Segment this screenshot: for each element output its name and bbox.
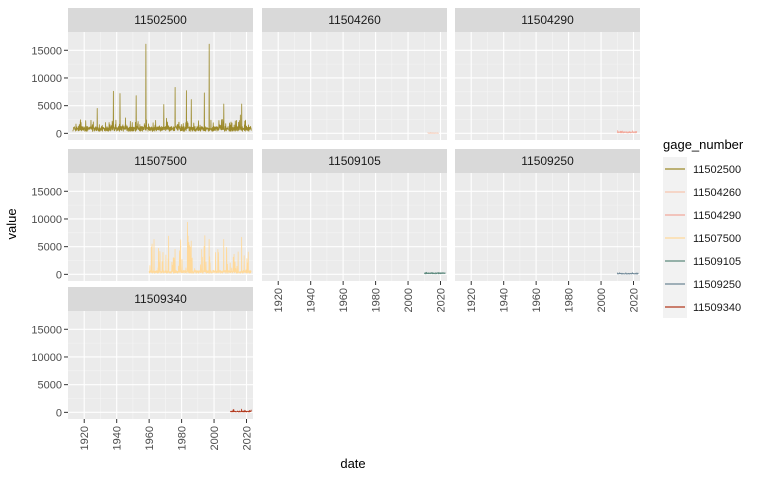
y-tick-label: 5000 (38, 101, 62, 113)
panel-background (262, 32, 447, 140)
facet-strip (262, 8, 447, 32)
x-tick-label: 1960 (144, 426, 156, 450)
legend-label: 11507500 (693, 233, 741, 245)
x-tick-label: 2020 (629, 288, 641, 312)
legend-label: 11509340 (693, 302, 741, 314)
y-tick-label: 0 (56, 128, 62, 140)
facet-panels: 11502500 11504260 11504290 11507500 11509105… (68, 8, 640, 419)
x-axes: 1920 1940 1960 1980 2000 2020 1920 1940 1960 1980… (79, 281, 641, 450)
facet-strip-label: 11509340 (134, 292, 187, 306)
x-tick-label: 1960 (338, 288, 350, 312)
x-tick-label: 1940 (499, 288, 511, 312)
facet-panel-11507500: 11507500 (68, 149, 253, 281)
y-tick-label: 0 (56, 269, 62, 281)
x-tick-label: 1960 (531, 288, 543, 312)
x-tick-label: 1920 (273, 288, 285, 312)
y-tick-label: 0 (56, 407, 62, 419)
facet-strip-label: 11502500 (134, 13, 187, 27)
y-tick-label: 15000 (31, 324, 62, 336)
y-tick-label: 10000 (31, 73, 62, 85)
facet-panel-11504290: 11504290 (455, 8, 640, 140)
x-tick-label: 2020 (242, 426, 254, 450)
y-axes: 0 5000 10000 15000 0 5000 10000 15000 0 5000 10000… (31, 45, 68, 419)
facet-strip-label: 11509105 (328, 154, 381, 168)
x-tick-label: 1940 (112, 426, 124, 450)
x-tick-label: 1920 (79, 426, 91, 450)
panel-background (455, 173, 640, 281)
panel-background (455, 32, 640, 140)
x-tick-label: 1980 (564, 288, 576, 312)
panel-background (68, 32, 253, 140)
legend-label: 11504260 (693, 187, 741, 199)
x-tick-label: 1980 (371, 288, 383, 312)
y-tick-label: 15000 (31, 45, 62, 57)
facet-strip-label: 11504260 (328, 13, 381, 27)
series-line-11509250 (616, 272, 639, 275)
y-tick-label: 15000 (31, 186, 62, 198)
facet-panel-11509340: 11509340 (68, 287, 253, 419)
legend-label: 11509105 (693, 256, 741, 268)
facet-strip-label: 11509250 (521, 154, 574, 168)
panel-background (68, 311, 253, 419)
facet-panel-11502500: 11502500 (68, 8, 253, 140)
x-tick-label: 2000 (209, 426, 221, 450)
series-line-11502500 (72, 43, 252, 132)
facet-strip-label: 11507500 (134, 154, 187, 168)
facet-panel-11509250: 11509250 (455, 149, 640, 281)
x-tick-label: 2000 (596, 288, 608, 312)
legend-title: gage_number (663, 137, 744, 152)
y-tick-label: 10000 (31, 214, 62, 226)
y-tick-label: 5000 (38, 380, 62, 392)
legend-label: 11504290 (693, 210, 741, 222)
y-tick-label: 5000 (38, 242, 62, 254)
series-line-11509105 (424, 271, 446, 275)
x-axis-title: date (340, 456, 365, 471)
series-line-11504260 (427, 132, 440, 134)
x-tick-label: 1940 (306, 288, 318, 312)
facet-strip-label: 11504290 (521, 13, 574, 27)
legend-label: 11509250 (693, 279, 741, 291)
facet-strip (455, 8, 640, 32)
legend: gage_number 11502500 11504260 11504290 1150… (663, 137, 744, 318)
facet-strip (68, 287, 253, 311)
facet-strip (262, 149, 447, 173)
series-line-11509340 (229, 408, 252, 413)
facet-panel-11509105: 11509105 (262, 149, 447, 281)
legend-label: 11502500 (693, 164, 741, 176)
series-line-11507500 (148, 221, 252, 274)
facet-strip (68, 149, 253, 173)
facet-panel-11504260: 11504260 (262, 8, 447, 140)
x-tick-label: 1980 (177, 426, 189, 450)
x-tick-label: 1920 (466, 288, 478, 312)
x-tick-label: 2020 (436, 288, 448, 312)
x-tick-label: 2000 (403, 288, 415, 312)
panel-background (262, 173, 447, 281)
facet-strip (68, 8, 253, 32)
y-axis-title: value (4, 208, 19, 239)
facet-strip (455, 149, 640, 173)
series-line-11504290 (616, 130, 638, 134)
y-tick-label: 10000 (31, 352, 62, 364)
